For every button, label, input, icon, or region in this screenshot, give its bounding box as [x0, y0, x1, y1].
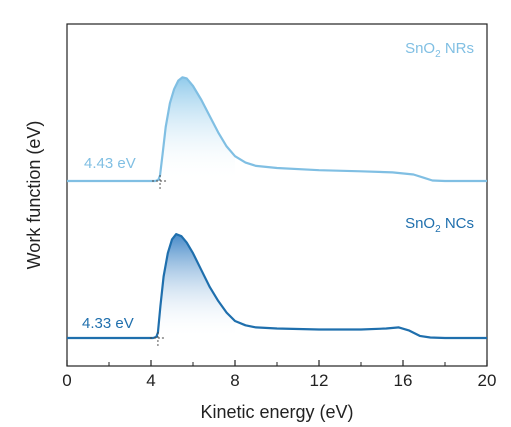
series-label-ncs-sub: 2 [435, 224, 441, 235]
peak-fills [157, 77, 235, 338]
cutoff-markers [149, 175, 169, 347]
series-label-nrs-base: SnO [405, 40, 435, 57]
cutoff-label-ncs: 4.33 eV [82, 315, 134, 332]
x-tick-label-16: 16 [394, 371, 413, 390]
y-axis-label: Work function (eV) [24, 121, 44, 270]
x-axis-label: Kinetic energy (eV) [200, 402, 353, 422]
peak-fill-ncs [157, 234, 235, 338]
peak-fill-nrs [160, 77, 235, 181]
x-tick-label-0: 0 [62, 371, 71, 390]
x-tick-label-4: 4 [146, 371, 155, 390]
series-label-nrs-rest: NRs [441, 40, 474, 57]
series-line-ncs [67, 233, 487, 340]
series-line-nrs [67, 76, 487, 183]
series-label-nrs: SnO2 NRs [405, 40, 474, 60]
x-axis-ticks: 0 4 8 12 16 20 [62, 360, 496, 390]
series-label-ncs: SnO2 NCs [405, 215, 474, 235]
cutoff-label-nrs: 4.43 eV [84, 155, 136, 172]
x-tick-label-8: 8 [230, 371, 239, 390]
x-tick-label-20: 20 [478, 371, 497, 390]
series-lines [67, 76, 487, 340]
series-label-ncs-base: SnO [405, 215, 435, 232]
series-label-nrs-sub: 2 [435, 49, 441, 60]
series-label-ncs-rest: NCs [441, 215, 474, 232]
x-tick-label-12: 12 [310, 371, 329, 390]
